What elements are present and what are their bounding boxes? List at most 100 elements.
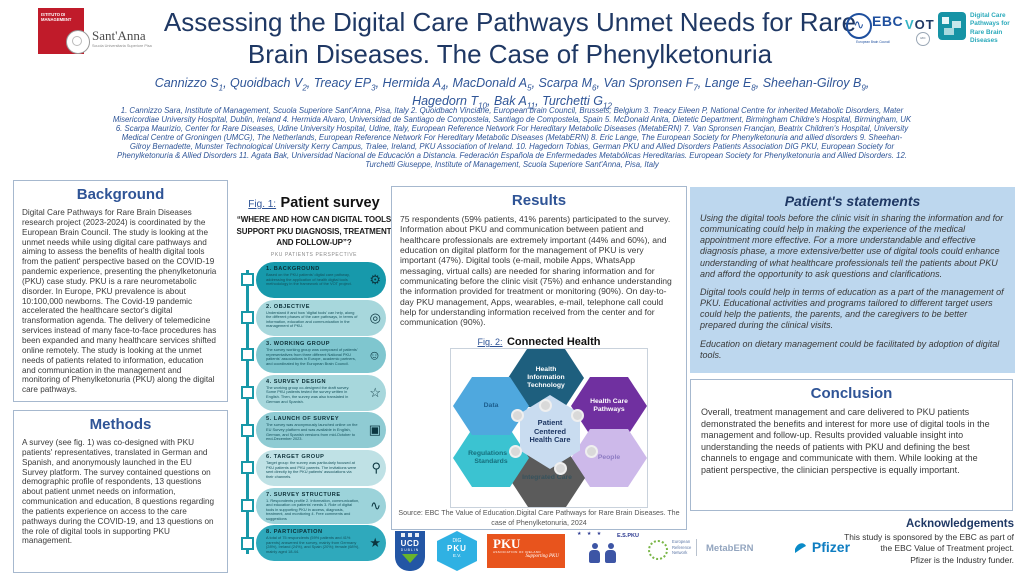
pku-ireland-sub: ASSOCIATION OF IRELAND [493, 550, 541, 554]
background-section: Background Digital Care Pathways for Rar… [13, 180, 228, 402]
author: Bak A11 [494, 94, 542, 111]
hexagon-health-care-pathways: Health Care Pathways [571, 377, 647, 435]
ebc-brain-icon: ∿ [846, 13, 872, 39]
methods-title: Methods [89, 416, 152, 433]
espku-stars-icon: ★ ★ ★ [577, 531, 604, 537]
espku-label: E.S.PKU [616, 533, 639, 539]
methods-section: Methods A survey (see fig. 1) was co-des… [13, 410, 228, 573]
author: Cannizzo S1 [155, 76, 230, 93]
pku-association-ireland-logo: PKU ASSOCIATION OF IRELAND Supporting PK… [487, 534, 565, 568]
timeline-node [241, 386, 254, 399]
fig1-step-survey-design: 4. SURVEY DESIGN The working group co-de… [256, 374, 386, 411]
step-body: A total of 75 respondents (59% patients … [266, 535, 360, 554]
step-title: 6. TARGET GROUP [266, 453, 325, 460]
espku-logo: ★ ★ ★ E.S.PKU [577, 531, 639, 571]
step-body: The survey was anonymously launched onli… [266, 422, 358, 442]
timeline-node [241, 537, 254, 550]
acknowledgements-title: Acknowledgements [906, 518, 1014, 530]
fig1-step-background: 1. BACKGROUND Based on the PKU patients'… [256, 262, 386, 298]
fig1-title: Patient survey [280, 195, 380, 211]
step-title: 4. SURVEY DESIGN [266, 378, 327, 385]
timeline-node [241, 461, 254, 474]
pfizer-swoosh-icon [795, 543, 806, 553]
author: Van Spronsen F7 [603, 76, 704, 93]
connector-dot [554, 462, 567, 475]
pfizer-name: Pfizer [811, 539, 851, 555]
timeline-node [241, 273, 254, 286]
star-hand-icon [369, 385, 381, 401]
fig2-connected-health-diagram: Health Information Technology Health Car… [450, 348, 648, 508]
fig1-step-participation: 8. PARTICIPATION A total of 75 responden… [256, 525, 386, 562]
ucd-dublin-logo: UCD DUBLIN [395, 531, 425, 571]
acknowledgements-section: Acknowledgements This study is sponsored… [844, 518, 1014, 566]
hexagon-label: Regulations & Standards [468, 450, 514, 465]
author: MacDonald A5 [453, 76, 539, 93]
step-title: 7. SURVEY STRUCTURE [266, 491, 341, 498]
fig1-step-target-group: 6. TARGET GROUP Target group: the survey… [256, 449, 386, 486]
poster-title: Assessing the Digital Care Pathways Unme… [163, 7, 857, 70]
hexagon-label: Health Care Pathways [590, 398, 628, 413]
hexagon-health-information-technology: Health Information Technology [508, 349, 584, 407]
chart-laptop-icon [370, 498, 381, 514]
hexagon-patient-centered-health-care: Patient Centered Health Care [520, 395, 580, 469]
person-icon [605, 543, 617, 563]
step-title: 3. WORKING GROUP [266, 341, 330, 348]
author: Scarpa M6 [539, 76, 604, 93]
target-icon [370, 310, 381, 326]
digital-care-pathways-icon [938, 12, 966, 40]
hexagon-label: Integrated Care [522, 474, 572, 482]
ucd-abbr: UCD [400, 539, 420, 548]
pku-ireland-tagline: Supporting PKU [525, 554, 559, 559]
timeline-node [241, 348, 254, 361]
step-title: 8. PARTICIPATION [266, 529, 323, 536]
results-body: 75 respondents (59% patients, 41% parent… [400, 214, 672, 328]
fig1-survey-steps: 1. BACKGROUND Based on the PKU patients'… [256, 262, 386, 562]
authors-line: Cannizzo S1 Quoidbach V2 Treacy EP3 Herm… [120, 76, 904, 111]
fig1-step-working-group: 3. WORKING GROUP The survey working grou… [256, 337, 386, 374]
timeline-node [241, 311, 254, 324]
conclusion-section: Conclusion Overall, treatment management… [690, 379, 1013, 511]
metabern-logo: European Reference Network MetabERN [648, 535, 783, 567]
trophy-icon [369, 535, 381, 551]
person-icon [589, 543, 601, 563]
fig2-title: Connected Health [506, 336, 601, 348]
ebc-logo: EBC [872, 13, 904, 29]
author: Hagedorn T10 [412, 94, 494, 111]
hexagon-label: Health Information Technology [527, 366, 565, 389]
step-body: The working group co-designed the draft … [266, 384, 350, 404]
dig-pku-line: E.V. [452, 553, 462, 558]
fig1-survey-question: “WHERE AND HOW CAN DIGITAL TOOLS SUPPORT… [236, 215, 392, 248]
patient-statements-section: Patient's statements Using the digital t… [690, 187, 1015, 373]
author: Treacy EP3 [314, 76, 383, 93]
author: Hermida A4 [383, 76, 453, 93]
fig2-source: Source: EBC The Value of Education.Digit… [398, 509, 680, 527]
author: Quoidbach V2 [230, 76, 314, 93]
step-body: Target group: the survey was particularl… [266, 459, 357, 479]
patient-statement: Digital tools could help in terms of edu… [700, 286, 1004, 331]
ucd-sub: DUBLIN [400, 548, 420, 552]
patient-statement: Education on dietary management could be… [700, 338, 1000, 360]
tablet-icon [369, 422, 381, 438]
fig2-label: Fig. 2: [477, 337, 503, 347]
step-body: Understand if and how 'digital tools' ca… [266, 309, 358, 329]
patient-statements-title: Patient's statements [784, 193, 921, 209]
step-title: 5. LAUNCH OF SURVEY [266, 416, 340, 423]
fig1-label: Fig. 1: [248, 199, 277, 210]
conclusion-title: Conclusion [810, 385, 893, 402]
people-head-icon [368, 348, 381, 363]
fig1-step-objective: 2. OBJECTIVE Understand if and how 'digi… [256, 299, 386, 336]
step-title: 2. OBJECTIVE [266, 303, 310, 310]
connector-dot [571, 409, 584, 422]
author: Lange E8 [705, 76, 763, 93]
fig2-heading: Fig. 2: Connected Health [391, 332, 687, 350]
results-title: Results [511, 192, 567, 209]
hexagon-label: Patient Centered Health Care [529, 418, 571, 445]
fig1-step-launch: 5. LAUNCH OF SURVEY The survey was anony… [256, 412, 386, 449]
idea-gear-icon [369, 272, 381, 288]
background-title: Background [76, 186, 165, 203]
background-body: Digital Care Pathways for Rare Brain Dis… [22, 208, 217, 395]
fig1-perspective-caption: PKU PATIENTS PERSPECTIVE [270, 252, 358, 258]
timeline-line [246, 270, 249, 554]
ebc-logo-caption: European Brain Council [856, 40, 890, 44]
step-body: Based on the PKU patients' digital care … [266, 272, 352, 287]
